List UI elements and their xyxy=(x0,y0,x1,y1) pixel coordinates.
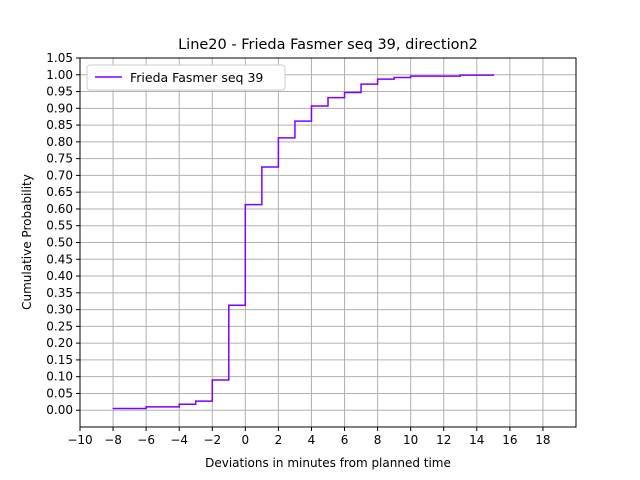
data-point xyxy=(492,74,494,76)
y-tick-label: 0.75 xyxy=(46,152,73,166)
series-layer xyxy=(112,74,495,410)
y-tick-label: 0.50 xyxy=(46,236,73,250)
x-tick-label: 18 xyxy=(535,433,550,447)
data-point xyxy=(195,400,197,402)
y-tick-label: 0.30 xyxy=(46,303,73,317)
y-tick-label: 0.65 xyxy=(46,185,73,199)
data-point xyxy=(327,96,329,99)
x-axis-title: Deviations in minutes from planned time xyxy=(205,456,451,470)
y-tick-label: 0.90 xyxy=(46,101,73,115)
y-tick-label: 0.80 xyxy=(46,135,73,149)
x-tick-label: 12 xyxy=(436,433,451,447)
y-tick-label: 0.35 xyxy=(46,286,73,300)
data-point xyxy=(261,166,263,168)
x-tick-label: 8 xyxy=(374,433,382,447)
data-point xyxy=(277,137,279,139)
data-point xyxy=(211,379,213,381)
x-tick-label: 14 xyxy=(469,433,484,447)
x-tick-label: 2 xyxy=(275,433,283,447)
y-tick-label: 0.85 xyxy=(46,118,73,132)
x-tick-label: −2 xyxy=(203,433,221,447)
x-tick-label: −6 xyxy=(137,433,155,447)
data-point xyxy=(343,91,346,94)
data-point xyxy=(360,83,362,85)
y-tick-label: 0.10 xyxy=(46,370,73,384)
y-tick-label: 0.15 xyxy=(46,353,73,367)
data-point xyxy=(294,120,296,122)
x-tick-label: −8 xyxy=(104,433,122,447)
y-tick-label: 1.00 xyxy=(46,68,73,82)
data-point xyxy=(228,304,230,306)
x-tick-label: 4 xyxy=(308,433,316,447)
data-point xyxy=(112,407,114,410)
legend: Frieda Fasmer seq 39 xyxy=(86,64,286,91)
data-point xyxy=(410,75,412,77)
y-tick-label: 0.60 xyxy=(46,202,73,216)
x-tick-label: −4 xyxy=(170,433,188,447)
y-tick-label: 0.20 xyxy=(46,336,73,350)
x-tick-label: −10 xyxy=(67,433,92,447)
chart-title: Line20 - Frieda Fasmer seq 39, direction… xyxy=(178,37,478,53)
x-tick-label: 0 xyxy=(242,433,250,447)
legend-label: Frieda Fasmer seq 39 xyxy=(130,70,263,85)
y-tick-label: 0.00 xyxy=(46,403,73,417)
data-point xyxy=(145,406,147,408)
y-tick-label: 0.95 xyxy=(46,85,73,99)
axes: −10 −8 −6 −4 −2 0 2 4 6 8 10 12 14 16 18 0.00 0.05 0.10 0.… xyxy=(46,51,550,447)
data-point xyxy=(244,203,246,206)
data-point xyxy=(310,105,313,107)
y-tick-label: 1.05 xyxy=(46,51,73,65)
y-tick-label: 0.70 xyxy=(46,168,73,182)
y-tick-label: 0.40 xyxy=(46,269,73,283)
plot-frame xyxy=(79,57,577,428)
x-tick-label: 10 xyxy=(403,433,418,447)
y-tick-label: 0.05 xyxy=(46,386,73,400)
x-tick-label: 6 xyxy=(341,433,349,447)
y-tick-label: 0.45 xyxy=(46,252,73,266)
y-tick-label: 0.25 xyxy=(46,319,73,333)
y-axis-title: Cumulative Probability xyxy=(20,174,34,310)
data-point xyxy=(393,76,395,79)
y-tick-label: 0.55 xyxy=(46,219,73,233)
data-point xyxy=(178,403,180,405)
legend-box xyxy=(86,64,286,91)
x-tick-label: 16 xyxy=(502,433,517,447)
data-point xyxy=(459,74,461,76)
data-point xyxy=(377,78,379,80)
